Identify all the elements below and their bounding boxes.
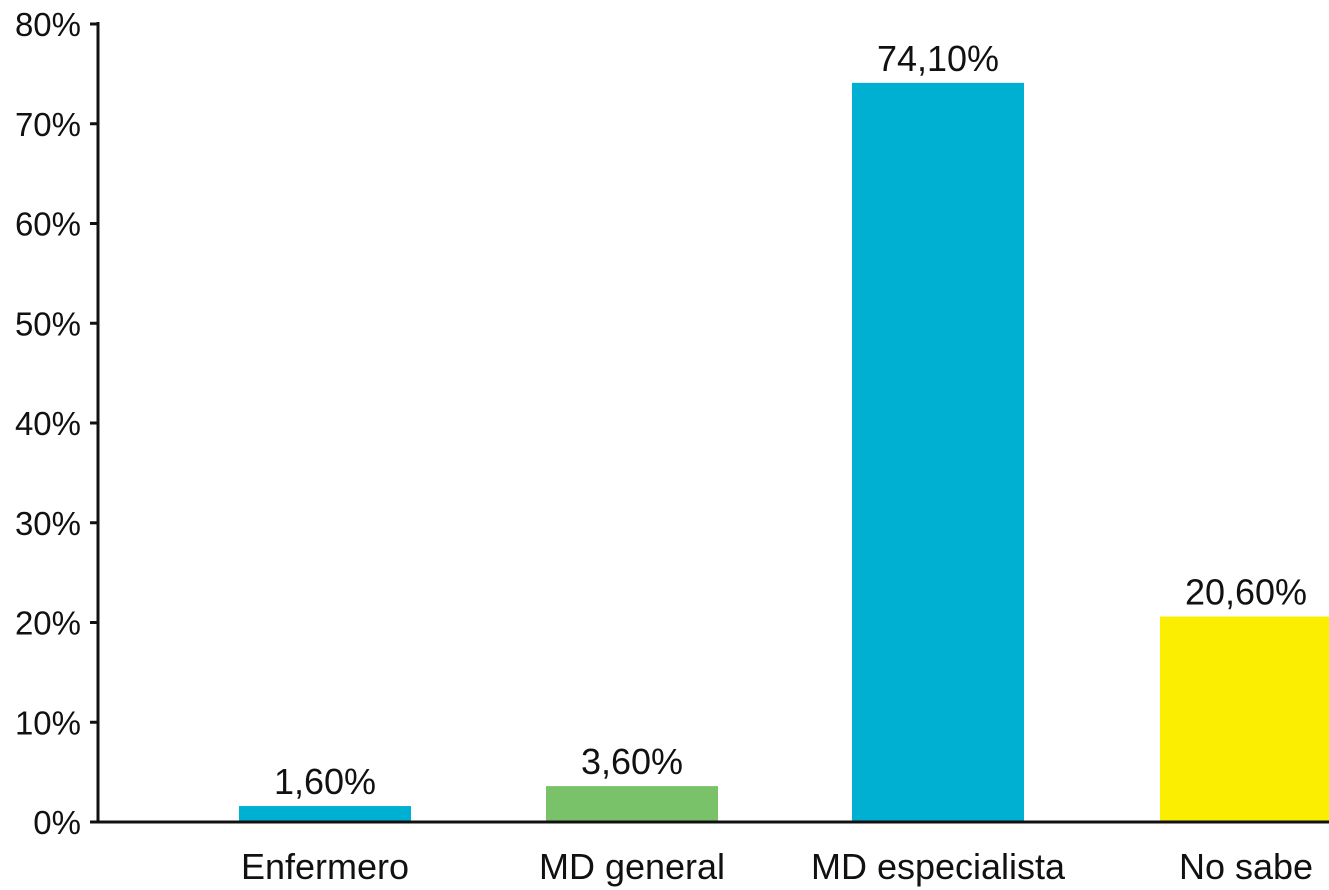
x-axis-labels-group: Enfermero MD general MD especialista No sab…: [241, 846, 1313, 887]
y-tick-label: 40%: [15, 405, 81, 442]
data-label: 3,60%: [581, 741, 683, 782]
data-labels-group: 1,60% 3,60% 74,10% 20,60%: [274, 38, 1307, 802]
y-axis-ticks-group: 0% 10% 20% 30% 40% 50% 60% 70% 80%: [15, 6, 98, 841]
y-tick-label: 60%: [15, 206, 81, 243]
y-tick-label: 50%: [15, 305, 81, 342]
x-category-label: MD general: [539, 846, 725, 887]
bar-md-especialista: [852, 82, 1024, 823]
x-category-label: Enfermero: [241, 846, 409, 887]
bar-enfermero: [239, 806, 411, 822]
data-label: 20,60%: [1185, 572, 1307, 613]
y-tick-label: 30%: [15, 505, 81, 542]
y-tick-label: 80%: [15, 6, 81, 43]
y-tick-label: 70%: [15, 106, 81, 143]
y-tick-label: 0%: [33, 804, 81, 841]
data-label: 1,60%: [274, 761, 376, 802]
y-tick-label: 20%: [15, 605, 81, 642]
bar-md-general: [546, 786, 718, 822]
bar-no-sabe: [1160, 616, 1329, 822]
bars-group: [239, 82, 1329, 823]
y-tick-label: 10%: [15, 704, 81, 741]
data-label: 74,10%: [877, 38, 999, 79]
x-category-label: No sabe: [1179, 846, 1313, 887]
x-category-label: MD especialista: [811, 846, 1066, 887]
